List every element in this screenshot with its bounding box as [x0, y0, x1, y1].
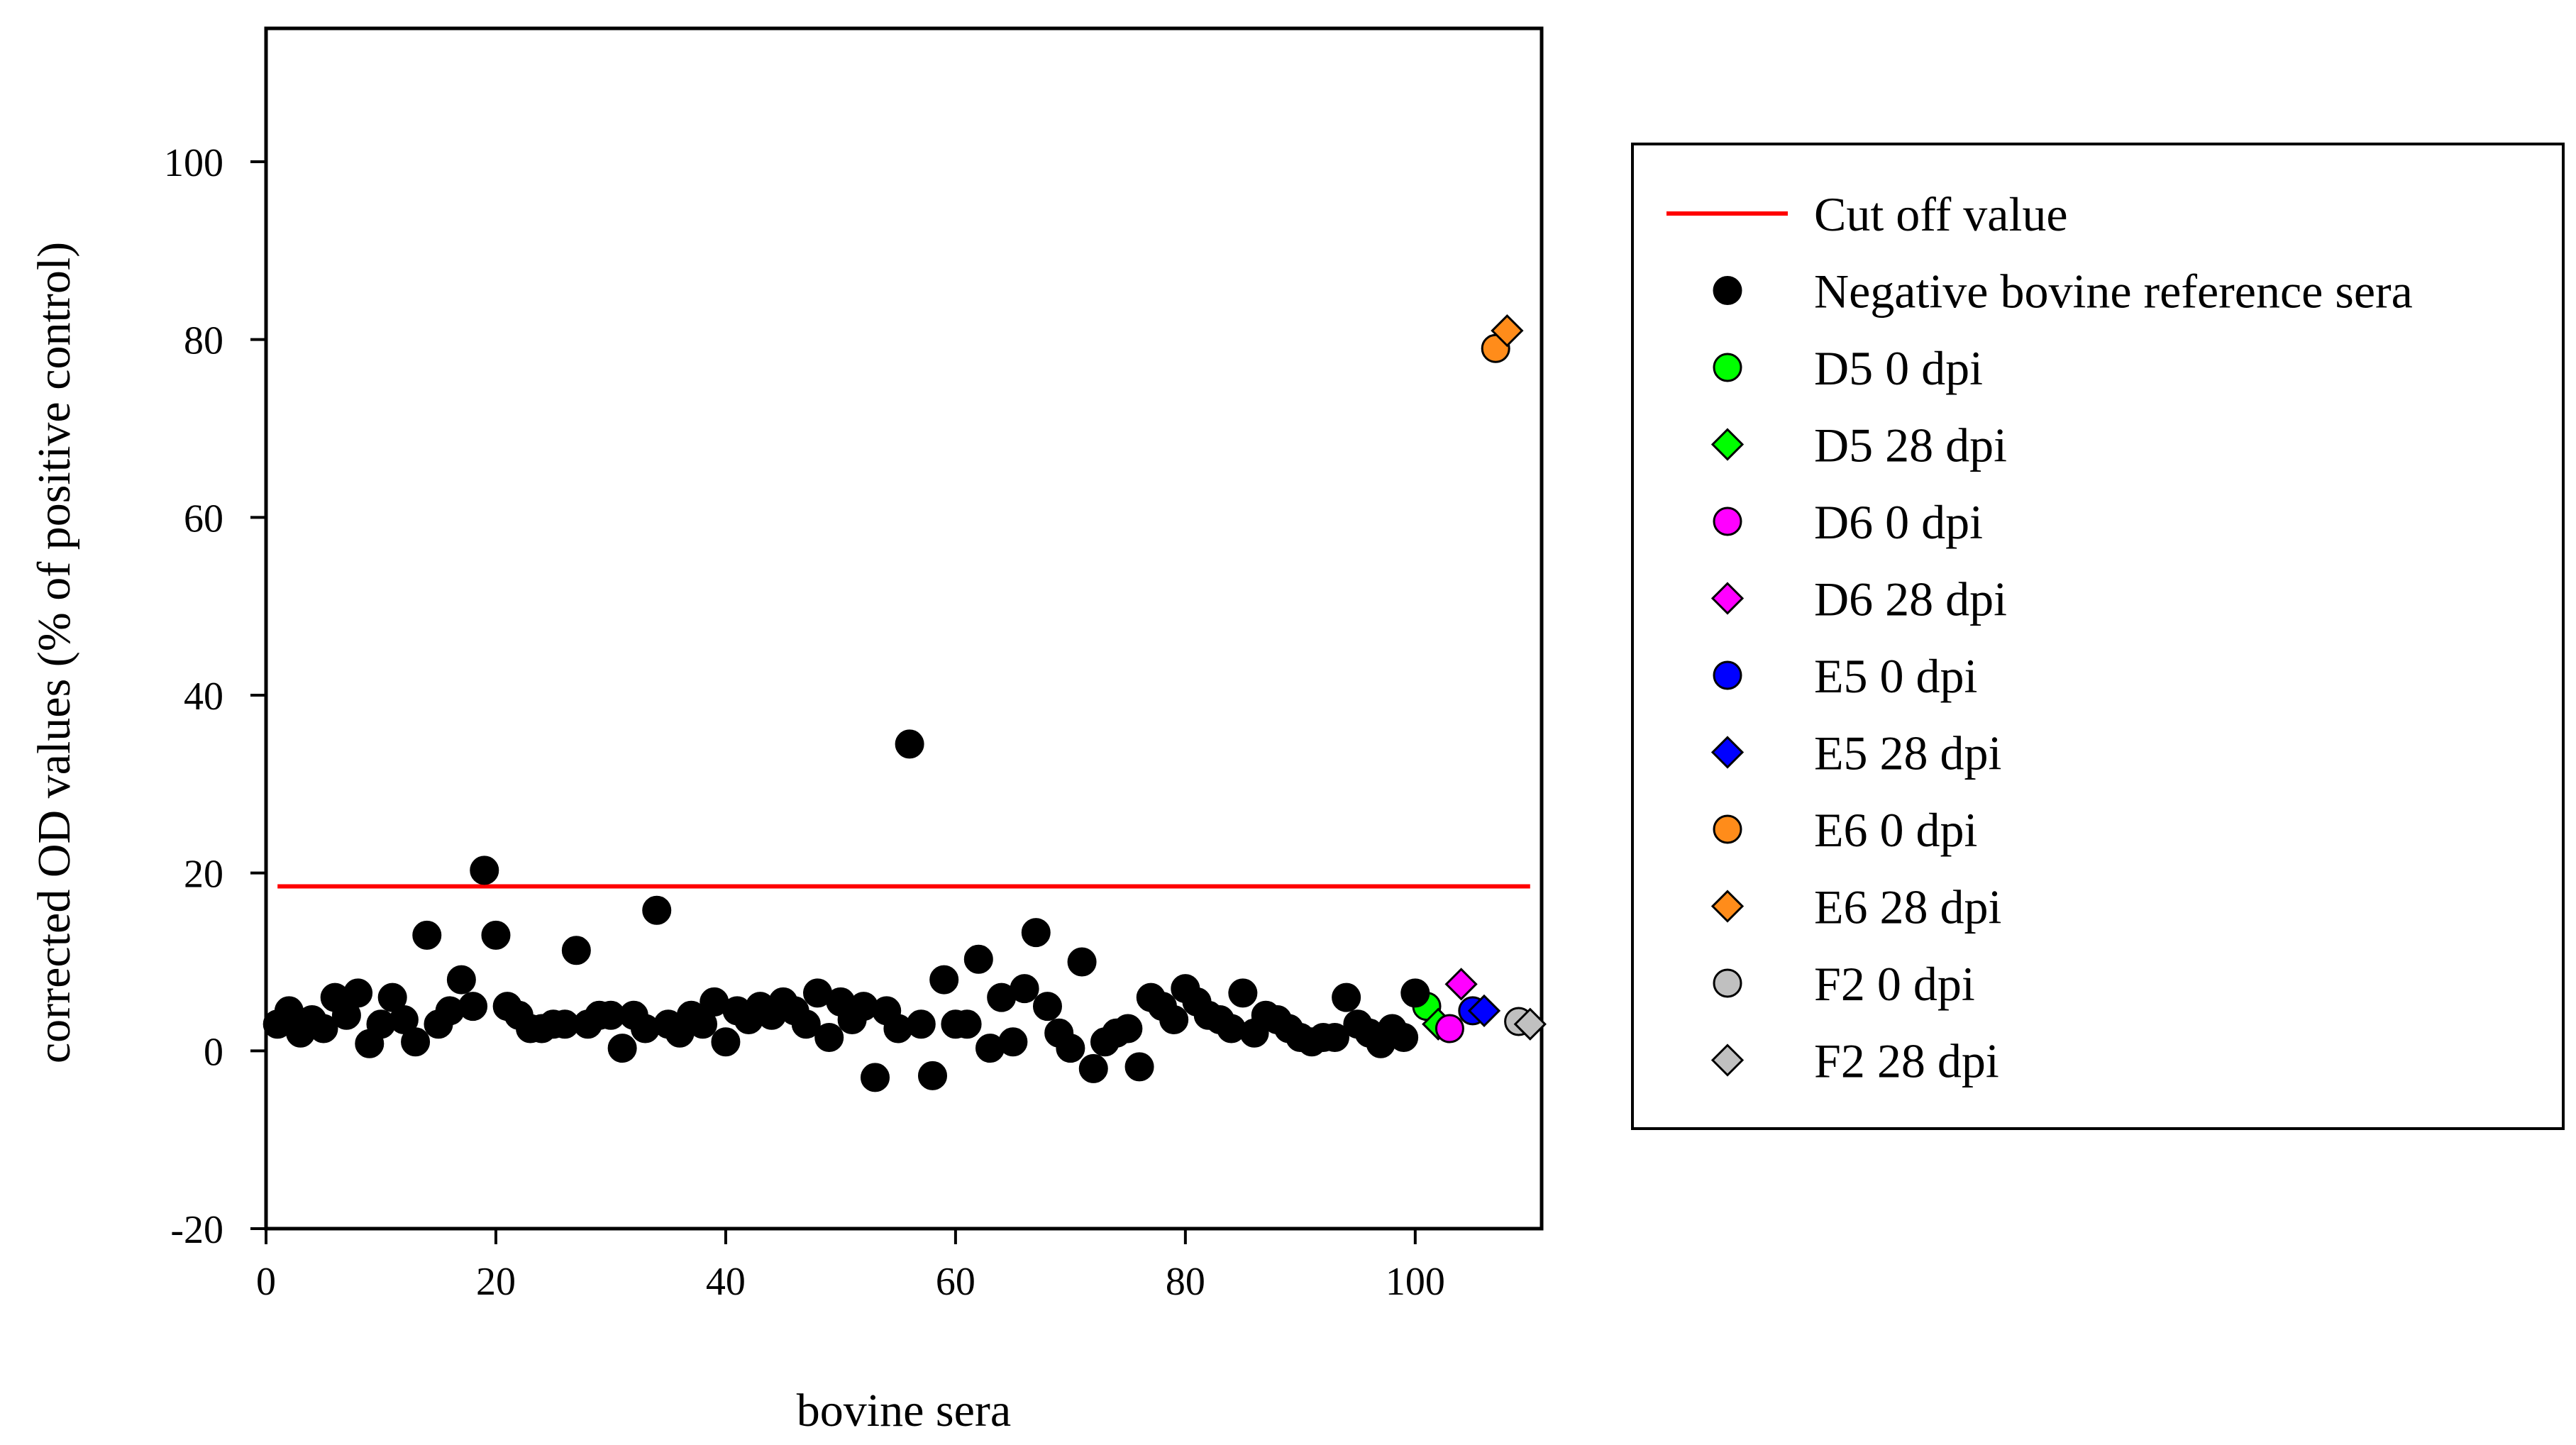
negative-bovine-reference-sera-point [906, 1009, 936, 1039]
legend-label: E5 28 dpi [1814, 726, 2001, 780]
x-tick-label: 40 [706, 1260, 746, 1304]
negative-bovine-reference-sera-point [1056, 1034, 1085, 1063]
x-axis-title: bovine sera [797, 1385, 1011, 1436]
y-tick-label: 100 [164, 141, 223, 185]
legend-label: E6 0 dpi [1814, 803, 1977, 857]
negative-bovine-reference-sera-point [711, 1027, 741, 1057]
negative-bovine-reference-sera-point [1228, 978, 1258, 1008]
x-tick-label: 0 [256, 1260, 276, 1304]
negative-bovine-reference-sera-point [814, 1023, 844, 1053]
legend-label: D5 28 dpi [1814, 419, 2007, 472]
negative-bovine-reference-sera-point [917, 1061, 947, 1090]
legend-d5-0-dpi-swatch [1713, 353, 1742, 382]
negative-bovine-reference-sera-point [1320, 1023, 1349, 1053]
negative-bovine-reference-sera-point [1124, 1052, 1154, 1082]
negative-bovine-reference-sera-point [481, 920, 511, 950]
legend-label: E6 28 dpi [1814, 880, 2001, 934]
negative-bovine-reference-sera-point [401, 1027, 431, 1057]
e5-28-dpi-point [1467, 994, 1501, 1028]
negative-bovine-reference-sera-point [1032, 992, 1062, 1022]
legend-label: F2 0 dpi [1814, 957, 1975, 1011]
negative-bovine-reference-sera-point [861, 1063, 890, 1092]
legend-negative-bovine-reference-sera-swatch [1713, 276, 1742, 305]
negative-bovine-reference-sera-point [607, 1034, 637, 1063]
x-tick-label: 60 [936, 1260, 975, 1304]
negative-bovine-reference-sera-point [412, 920, 442, 950]
legend-e5-0-dpi-swatch [1713, 660, 1742, 690]
legend-e5-28-dpi-swatch [1710, 736, 1745, 769]
f2-28-dpi-point [1513, 1007, 1547, 1041]
negative-bovine-reference-sera-point [470, 856, 499, 885]
negative-bovine-reference-sera-point [895, 729, 924, 759]
e6-28-dpi-point [1491, 314, 1524, 348]
legend: Cut off value Negative bovine reference s… [1631, 143, 2565, 1130]
negative-bovine-reference-sera-point [343, 978, 373, 1008]
legend-label: Negative bovine reference sera [1814, 265, 2413, 319]
x-tick-label: 100 [1386, 1260, 1445, 1304]
negative-bovine-reference-sera-point [998, 1027, 1028, 1057]
y-tick-label: 80 [184, 319, 223, 363]
negative-bovine-reference-sera-point [929, 965, 959, 995]
d6-28-dpi-point [1444, 968, 1478, 1001]
y-axis-title: corrected OD values (% of positive contr… [28, 242, 80, 1063]
y-tick-label: 20 [184, 853, 223, 897]
x-tick-label: 80 [1166, 1260, 1205, 1304]
legend-frame [1631, 143, 2565, 1130]
legend-e6-0-dpi-swatch [1713, 814, 1742, 844]
negative-bovine-reference-sera-point [1400, 978, 1430, 1008]
legend-label: F2 28 dpi [1814, 1034, 1999, 1088]
y-axis: -20 0 20 40 60 80 100 [164, 141, 266, 1252]
negative-bovine-reference-sera-point [1078, 1053, 1108, 1083]
negative-bovine-reference-sera-point [1021, 918, 1051, 948]
x-axis: 0 20 40 60 80 100 [256, 1229, 1445, 1304]
legend-label: D6 0 dpi [1814, 495, 1983, 549]
negative-bovine-reference-sera-point [1067, 947, 1097, 977]
negative-bovine-reference-sera-point [309, 1014, 338, 1043]
legend-e6-28-dpi-swatch [1710, 890, 1745, 923]
negative-bovine-reference-sera-point [1389, 1023, 1419, 1053]
legend-label: D6 28 dpi [1814, 572, 2007, 626]
y-tick-label: 0 [204, 1030, 223, 1074]
legend-label: E5 0 dpi [1814, 649, 1977, 703]
legend-d6-0-dpi-swatch [1713, 506, 1742, 536]
d6-0-dpi-point [1435, 1014, 1464, 1043]
y-tick-label: 60 [184, 497, 223, 541]
legend-f2-0-dpi-swatch [1713, 968, 1742, 998]
negative-bovine-reference-sera-point [963, 944, 993, 974]
negative-bovine-reference-sera-point [458, 992, 488, 1022]
legend-label: Cut off value [1814, 187, 2068, 241]
negative-bovine-reference-sera-point [1113, 1014, 1143, 1043]
plot-area [264, 26, 1544, 1231]
legend-label: D5 0 dpi [1814, 341, 1983, 395]
y-tick-label: -20 [170, 1208, 223, 1252]
x-tick-label: 20 [476, 1260, 516, 1304]
negative-bovine-reference-sera-point [561, 936, 591, 965]
legend-f2-28-dpi-swatch [1710, 1043, 1745, 1077]
y-tick-label: 40 [184, 675, 223, 719]
negative-bovine-reference-sera-point [642, 895, 672, 925]
negative-bovine-reference-sera-point [791, 1009, 821, 1039]
legend-d6-28-dpi-swatch [1710, 582, 1745, 615]
negative-bovine-reference-sera-point [1010, 974, 1039, 1004]
negative-bovine-reference-sera-point [1332, 982, 1361, 1012]
negative-bovine-reference-sera-point [952, 1009, 982, 1039]
data-points [262, 314, 1547, 1092]
legend-d5-28-dpi-swatch [1710, 428, 1745, 461]
plot-frame [264, 26, 1544, 1231]
negative-bovine-reference-sera-point [446, 965, 476, 995]
negative-bovine-reference-sera-point [1159, 1004, 1189, 1034]
